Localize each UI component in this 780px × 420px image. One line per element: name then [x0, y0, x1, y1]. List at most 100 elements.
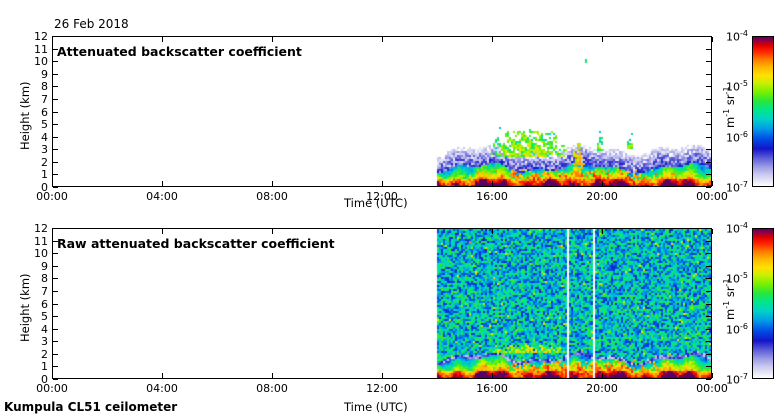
y-tick: [706, 174, 711, 175]
y-tick: [53, 329, 58, 330]
y-tick: [53, 241, 58, 242]
x-tick-label: 20:00: [586, 190, 618, 203]
x-tick: [162, 37, 163, 42]
y-tick-label: 5: [41, 118, 48, 131]
x-tick: [712, 37, 713, 42]
x-tick: [712, 181, 713, 186]
y-tick: [53, 174, 58, 175]
y-tick-label: 7: [41, 93, 48, 106]
colorbar-tick-label: 10-6: [726, 322, 748, 337]
y-tick: [706, 253, 711, 254]
y-tick: [53, 187, 58, 188]
x-tick: [272, 37, 273, 42]
y-tick-label: 1: [41, 360, 48, 373]
y-tick: [53, 36, 58, 37]
y-tick-label: 2: [41, 348, 48, 361]
y-tick: [53, 74, 58, 75]
y-tick: [53, 304, 58, 305]
y-tick-label: 8: [41, 272, 48, 285]
y-tick-label: 4: [41, 323, 48, 336]
x-tick-label: 16:00: [476, 382, 508, 395]
x-tick: [162, 229, 163, 234]
y-tick: [53, 162, 58, 163]
plot-area-attenuated-backscatter: [52, 36, 712, 187]
y-tick: [53, 278, 58, 279]
heatmap-attenuated-backscatter: [53, 37, 711, 186]
x-tick: [272, 229, 273, 234]
y-tick: [53, 366, 58, 367]
x-tick-label: 20:00: [586, 382, 618, 395]
colorbar-tick-label: 10-5: [726, 271, 748, 286]
y-tick: [706, 379, 711, 380]
y-tick: [706, 149, 711, 150]
y-tick: [53, 316, 58, 317]
y-tick-label: 9: [41, 68, 48, 81]
x-tick: [52, 373, 53, 378]
y-tick: [706, 36, 711, 37]
y-tick: [706, 354, 711, 355]
x-tick-label: 00:00: [696, 190, 728, 203]
x-tick-label: 00:00: [36, 382, 68, 395]
x-tick: [602, 229, 603, 234]
y-tick-label: 11: [34, 235, 48, 248]
y-tick: [706, 86, 711, 87]
y-tick: [706, 366, 711, 367]
y-tick: [53, 379, 58, 380]
panel-title-raw: Raw attenuated backscatter coefficient: [57, 236, 335, 251]
y-tick-label: 6: [41, 106, 48, 119]
x-tick: [272, 373, 273, 378]
colorbar-top: [752, 36, 774, 187]
y-tick: [706, 316, 711, 317]
footer-instrument-label: Kumpula CL51 ceilometer: [4, 400, 178, 414]
x-tick: [52, 229, 53, 234]
y-tick: [53, 137, 58, 138]
y-tick: [706, 61, 711, 62]
colorbar-tick-label: 10-6: [726, 130, 748, 145]
x-tick-label: 12:00: [366, 382, 398, 395]
y-tick-label: 4: [41, 131, 48, 144]
y-tick-label: 7: [41, 285, 48, 298]
y-tick-label: 9: [41, 260, 48, 273]
y-tick-label: 10: [34, 55, 48, 68]
y-tick-label: 2: [41, 156, 48, 169]
x-tick: [52, 37, 53, 42]
x-tick-label: 12:00: [366, 190, 398, 203]
x-tick: [382, 373, 383, 378]
x-tick: [492, 373, 493, 378]
x-tick-label: 00:00: [36, 190, 68, 203]
x-tick: [382, 229, 383, 234]
x-tick: [602, 181, 603, 186]
x-tick-label: 08:00: [256, 190, 288, 203]
colorbar-tick-label: 10-7: [726, 180, 748, 195]
y-tick-label: 1: [41, 168, 48, 181]
panel-title-attenuated: Attenuated backscatter coefficient: [57, 44, 302, 59]
x-tick: [382, 37, 383, 42]
y-tick: [53, 291, 58, 292]
x-tick-label: 00:00: [696, 382, 728, 395]
x-tick: [712, 373, 713, 378]
colorbar-tick-label: 10-4: [726, 29, 748, 44]
y-tick: [53, 266, 58, 267]
date-label: 26 Feb 2018: [54, 17, 129, 31]
y-tick-label: 3: [41, 335, 48, 348]
y-tick-label: 12: [34, 30, 48, 43]
y-tick: [706, 49, 711, 50]
y-tick: [706, 187, 711, 188]
y-tick: [706, 341, 711, 342]
plot-area-raw-attenuated-backscatter: [52, 228, 712, 379]
x-tick: [492, 37, 493, 42]
y-tick-label: 6: [41, 298, 48, 311]
x-tick: [602, 37, 603, 42]
y-tick: [53, 149, 58, 150]
y-tick: [53, 228, 58, 229]
y-tick: [53, 124, 58, 125]
y-tick: [706, 278, 711, 279]
y-tick: [706, 74, 711, 75]
x-tick: [712, 229, 713, 234]
y-tick: [53, 49, 58, 50]
y-tick-label: 0: [41, 181, 48, 194]
heatmap-raw-attenuated-backscatter: [53, 229, 711, 378]
colorbar-tick-label: 10-7: [726, 372, 748, 387]
y-tick-label: 8: [41, 80, 48, 93]
